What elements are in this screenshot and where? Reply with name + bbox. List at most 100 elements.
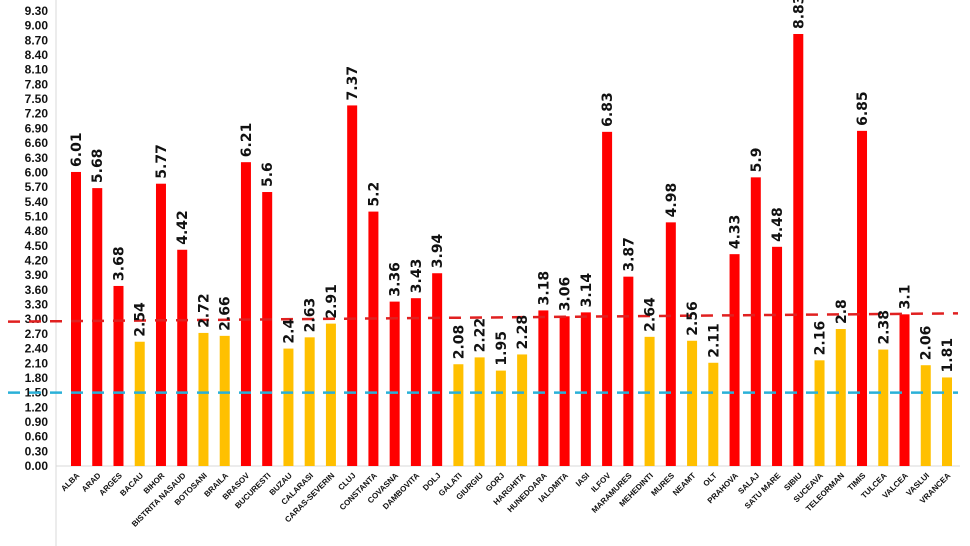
data-label: 2.64 xyxy=(643,297,659,332)
y-tick-label: 2.40 xyxy=(25,342,49,356)
bar-arges xyxy=(113,285,124,466)
y-tick-label: 3.60 xyxy=(25,283,49,297)
data-label: 2.72 xyxy=(196,293,212,328)
data-label: 3.43 xyxy=(409,259,425,294)
bar-bucuresti xyxy=(262,192,273,467)
bar-caras-severin xyxy=(325,323,336,466)
y-tick-label: 6.30 xyxy=(25,151,49,165)
data-label: 2.66 xyxy=(218,296,234,331)
y-tick-label: 4.20 xyxy=(25,254,49,268)
data-label: 3.18 xyxy=(536,271,552,306)
bar-covasna xyxy=(389,301,400,466)
y-tick-label: 6.60 xyxy=(25,136,49,150)
y-tick-label: 4.50 xyxy=(25,239,49,253)
bar-prahova xyxy=(729,254,740,466)
y-tick-label: 9.00 xyxy=(25,19,49,33)
bar-cluj xyxy=(347,105,358,466)
data-label: 2.56 xyxy=(685,301,701,336)
y-tick-label: 0.00 xyxy=(25,459,49,473)
x-tick-label: TELEORMAN xyxy=(804,471,846,513)
data-label: 5.2 xyxy=(366,182,382,207)
bar-calarasi xyxy=(304,337,315,466)
data-label: 6.21 xyxy=(239,123,255,158)
y-tick-label: 7.50 xyxy=(25,92,49,106)
y-tick-label: 1.80 xyxy=(25,371,49,385)
bar-mures xyxy=(665,222,676,466)
bar-alba xyxy=(71,171,81,466)
x-tick-label: BACAU xyxy=(118,471,145,498)
y-tick-label: 8.70 xyxy=(25,33,49,47)
bar-bistrita-nasaud xyxy=(177,249,188,466)
bar-dolj xyxy=(432,273,443,466)
bar-salaj xyxy=(750,177,761,466)
data-label: 4.48 xyxy=(770,207,786,242)
data-label: 6.85 xyxy=(855,91,871,126)
data-label: 5.77 xyxy=(154,144,170,179)
bar-bihor xyxy=(155,183,166,467)
data-label: 5.68 xyxy=(90,149,106,184)
y-tick-label: 1.20 xyxy=(25,400,49,414)
bar-tulcea xyxy=(878,349,889,466)
bar-ialomita xyxy=(559,316,570,466)
bar-hunedoara xyxy=(538,310,549,466)
bar-mehedinti xyxy=(644,336,655,466)
bar-dambovita xyxy=(410,298,421,466)
y-tick-label: 5.70 xyxy=(25,180,49,194)
data-label: 5.9 xyxy=(749,148,765,173)
data-label: 3.68 xyxy=(111,246,127,281)
bar-satu-mare xyxy=(772,246,783,466)
data-label: 2.11 xyxy=(706,323,722,358)
data-label: 3.94 xyxy=(430,233,446,268)
data-label: 5.6 xyxy=(260,162,276,187)
data-label: 4.98 xyxy=(664,183,680,218)
data-label: 4.33 xyxy=(728,215,744,250)
data-label: 3.06 xyxy=(558,277,574,312)
y-tick-label: 0.60 xyxy=(25,430,49,444)
bar-brasov xyxy=(240,162,251,466)
bar-galati xyxy=(453,364,464,466)
data-label: 2.54 xyxy=(133,302,149,337)
data-label: 1.81 xyxy=(940,338,956,373)
bar-teleorman xyxy=(835,329,846,466)
bar-giurgiu xyxy=(474,357,485,466)
y-tick-label: 2.10 xyxy=(25,356,49,370)
reference-line-1 xyxy=(7,312,959,323)
x-tick-label: IASI xyxy=(574,471,591,488)
data-label: 3.14 xyxy=(579,273,595,308)
data-label: 2.8 xyxy=(834,299,850,324)
data-label: 2.38 xyxy=(876,310,892,345)
bar-ilfov xyxy=(602,131,613,466)
bar-neamt xyxy=(687,340,698,466)
data-label: 3.87 xyxy=(621,237,637,272)
y-tick-label: 0.90 xyxy=(25,415,49,429)
bar-suceava xyxy=(814,360,825,466)
y-tick-label: 8.40 xyxy=(25,48,49,62)
data-label: 2.28 xyxy=(515,315,531,350)
bar-botosani xyxy=(198,332,209,466)
data-label: 4.42 xyxy=(175,210,191,245)
y-tick-label: 9.30 xyxy=(25,4,49,18)
bar-timis xyxy=(857,130,868,466)
data-label: 6.83 xyxy=(600,92,616,127)
bar-sibiu xyxy=(793,33,804,466)
bar-vrancea xyxy=(942,377,952,466)
y-tick-label: 6.00 xyxy=(25,165,49,179)
x-tick-label: OLT xyxy=(701,471,718,488)
bar-maramures xyxy=(623,276,634,466)
bar-constanta xyxy=(368,211,379,466)
data-label: 2.08 xyxy=(451,325,467,360)
y-tick-label: 3.00 xyxy=(25,312,49,326)
bar-bacau xyxy=(134,341,145,466)
data-label: 3.1 xyxy=(898,285,914,310)
y-tick-label: 3.30 xyxy=(25,298,49,312)
data-label: 8.83 xyxy=(791,0,807,29)
bar-vaslui xyxy=(920,365,931,466)
y-tick-label: 5.40 xyxy=(25,195,49,209)
data-label: 7.37 xyxy=(345,66,361,101)
bar-iasi xyxy=(580,312,591,466)
data-label: 2.22 xyxy=(473,318,489,353)
data-label: 1.95 xyxy=(494,331,510,366)
data-label: 2.06 xyxy=(919,326,935,361)
y-tick-label: 2.70 xyxy=(25,327,49,341)
